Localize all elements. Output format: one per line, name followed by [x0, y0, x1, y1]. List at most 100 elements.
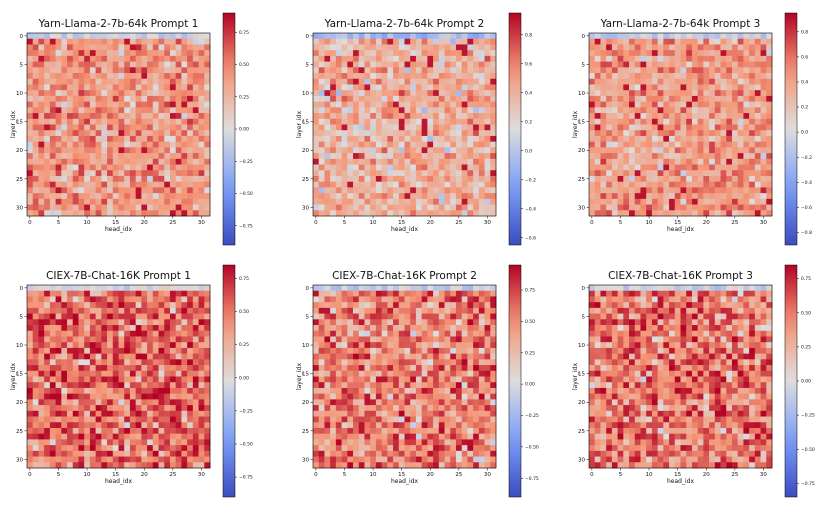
heatmap-cell [444, 73, 451, 80]
heatmap-cell [72, 101, 79, 108]
heatmap-cell [600, 204, 607, 211]
heatmap-cell [629, 33, 636, 40]
heatmap-cell [444, 130, 451, 137]
heatmap-cell [381, 44, 388, 51]
heatmap-cell [324, 101, 331, 108]
heatmap-cell [364, 141, 371, 148]
heatmap-cell [347, 113, 354, 120]
heatmap-cell [370, 319, 377, 326]
heatmap-cell [674, 181, 681, 188]
heatmap-cells [27, 285, 211, 469]
heatmap-cell [455, 147, 463, 154]
heatmap-cell [393, 393, 400, 400]
heatmap-cell [129, 158, 137, 165]
heatmap-cell [169, 353, 177, 360]
heatmap-cell [623, 90, 630, 97]
heatmap-cell [152, 135, 159, 143]
heatmap-cell [461, 158, 468, 165]
heatmap-cell [353, 376, 360, 383]
heatmap-cell [169, 336, 177, 343]
heatmap-cell [640, 78, 647, 85]
heatmap-cell [410, 319, 417, 326]
heatmap-cell [754, 73, 761, 80]
heatmap-cell [381, 38, 388, 45]
heatmap-cell [461, 61, 468, 68]
heatmap-cell [490, 198, 497, 205]
heatmap-cell [61, 370, 68, 377]
heatmap-cell [375, 141, 382, 148]
heatmap-cell [164, 90, 171, 97]
heatmap-cell [663, 135, 670, 143]
heatmap-cell [55, 90, 62, 97]
heatmap-cell [663, 170, 670, 177]
heatmap-cell [27, 336, 34, 343]
heatmap-cell [438, 135, 445, 143]
heatmap-cell [78, 95, 85, 102]
heatmap-cell [381, 158, 388, 165]
heatmap-cell [726, 118, 733, 125]
heatmap-cell [490, 61, 497, 68]
heatmap-cell [703, 78, 710, 85]
heatmap-cell [55, 313, 62, 320]
heatmap-cell [663, 78, 670, 85]
heatmap-cell [726, 61, 733, 68]
heatmap-cell [629, 61, 636, 68]
heatmap-cell [101, 285, 108, 292]
heatmap-cell [38, 147, 45, 154]
heatmap-cell [381, 130, 388, 137]
heatmap-cell [107, 78, 114, 85]
heatmap-cell [313, 325, 320, 332]
heatmap-cell [680, 153, 687, 160]
heatmap-cell [124, 118, 131, 125]
heatmap-cell [461, 210, 468, 217]
heatmap-cell [72, 325, 79, 332]
heatmap-cell [164, 456, 171, 463]
heatmap-cell [198, 347, 205, 354]
heatmap-cell [204, 135, 211, 143]
heatmap-cell [49, 462, 56, 469]
heatmap-cell [187, 347, 194, 354]
heatmap-cell [478, 290, 485, 297]
heatmap-cell [164, 387, 171, 395]
heatmap-cell [118, 387, 125, 395]
heatmap-cell [731, 124, 739, 131]
heatmap-cell [398, 187, 405, 194]
heatmap-cell [67, 101, 74, 108]
heatmap-cell [749, 204, 756, 211]
heatmap-cell [198, 382, 205, 389]
heatmap-cell [651, 38, 658, 45]
heatmap-cell [175, 198, 182, 205]
heatmap-cell [484, 67, 491, 74]
heatmap-cell [55, 55, 62, 62]
heatmap-cell [731, 153, 739, 160]
heatmap-cell [55, 113, 62, 120]
heatmap-cell [381, 347, 388, 354]
heatmap-cell [754, 141, 761, 148]
heatmap-cell [490, 347, 497, 354]
heatmap-cell [124, 382, 131, 389]
heatmap-cell [381, 164, 388, 171]
heatmap-cell [152, 107, 159, 114]
heatmap-cell [415, 307, 423, 314]
heatmap-cell [164, 365, 171, 372]
heatmap-cell [169, 399, 177, 406]
heatmap-cell [754, 38, 761, 45]
heatmap-cell [484, 158, 491, 165]
heatmap-cell [467, 73, 474, 80]
heatmap-cell [27, 61, 34, 68]
heatmap-cell [78, 347, 85, 354]
heatmap-cell [393, 78, 400, 85]
heatmap-cell [709, 107, 716, 114]
heatmap-cell [743, 130, 750, 137]
heatmap-cell [141, 67, 148, 74]
heatmap-cell [38, 158, 45, 165]
heatmap-cell [484, 342, 491, 349]
heatmap-cell [467, 319, 474, 326]
heatmap-cell [141, 336, 148, 343]
heatmap-cell [766, 193, 773, 200]
heatmap-cell [187, 405, 194, 412]
heatmap-cell [731, 130, 739, 137]
heatmap-cell [749, 210, 756, 217]
heatmap-cell [387, 313, 394, 320]
heatmap-cell [152, 376, 159, 383]
